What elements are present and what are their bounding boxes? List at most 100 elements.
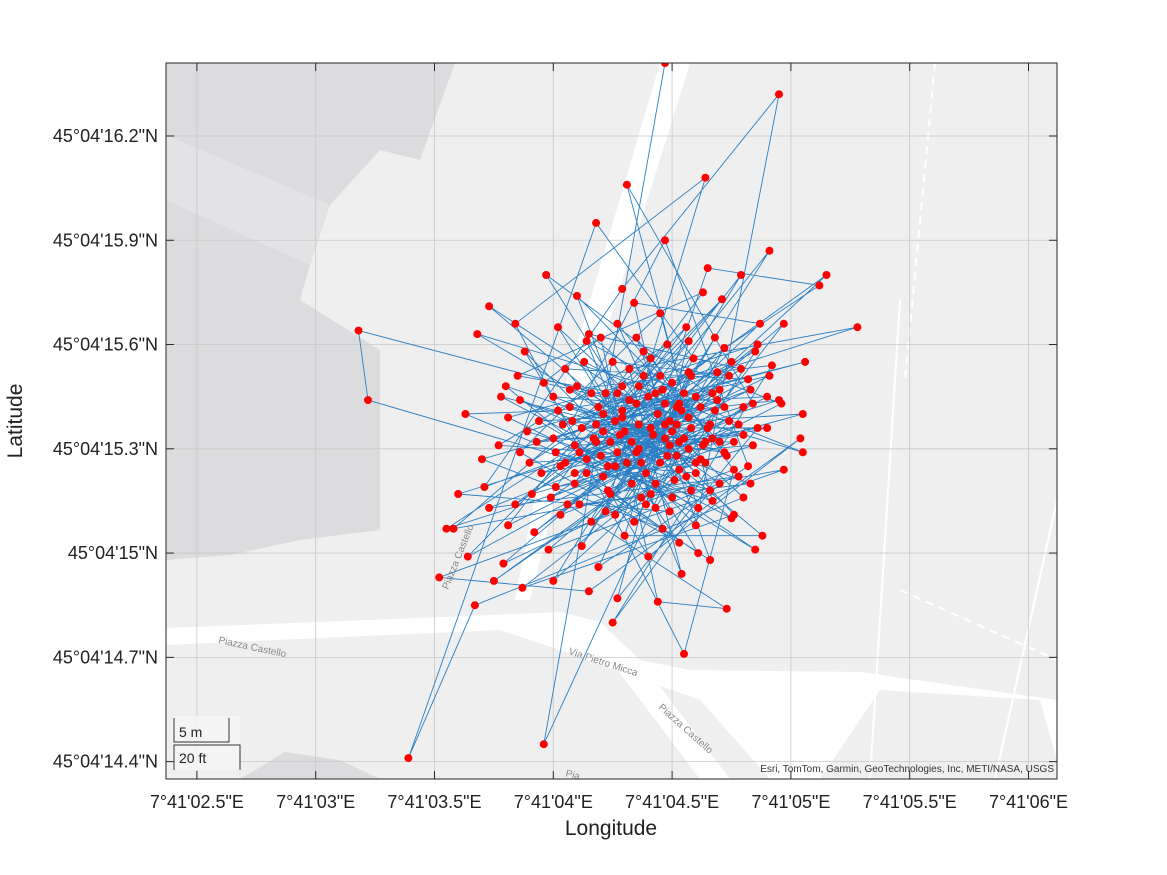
x-tick-label: 7°41'05"E xyxy=(751,792,830,812)
track-point xyxy=(613,448,622,457)
scale-bar-metric-label: 5 m xyxy=(179,724,202,740)
track-point xyxy=(596,333,605,342)
track-point xyxy=(737,271,745,279)
track-point xyxy=(694,549,703,558)
track-point xyxy=(516,396,524,405)
track-point xyxy=(608,618,617,627)
y-tick-label: 45°04'15"N xyxy=(68,543,158,563)
track-point xyxy=(630,517,639,526)
building-shape xyxy=(166,135,330,265)
track-point xyxy=(632,399,641,408)
track-point xyxy=(665,507,674,516)
track-point xyxy=(527,490,536,498)
track-point xyxy=(470,601,479,610)
track-point xyxy=(677,406,686,415)
track-point xyxy=(682,323,691,332)
track-point xyxy=(763,392,772,401)
track-point xyxy=(404,754,413,763)
track-point xyxy=(720,448,729,457)
track-point xyxy=(570,469,579,478)
track-point xyxy=(485,503,494,512)
track-point xyxy=(701,173,710,182)
track-point xyxy=(565,385,574,394)
track-point xyxy=(556,510,565,519)
track-point xyxy=(748,441,757,450)
track-point xyxy=(672,420,681,429)
track-point xyxy=(520,347,529,356)
track-point xyxy=(715,437,724,446)
track-point xyxy=(739,430,748,439)
x-axis-label: Longitude xyxy=(565,817,657,840)
track-point xyxy=(677,569,686,578)
track-point xyxy=(661,63,669,67)
track-point xyxy=(703,264,712,273)
track-point xyxy=(665,417,674,425)
track-point xyxy=(691,392,700,401)
track-point xyxy=(618,406,627,415)
track-point xyxy=(563,500,572,509)
x-tick-label: 7°41'03"E xyxy=(276,792,355,812)
track-point xyxy=(544,545,553,554)
track-point xyxy=(530,528,539,537)
track-point xyxy=(606,490,615,498)
track-point xyxy=(701,437,710,446)
track-point xyxy=(694,503,703,512)
track-point xyxy=(625,396,634,405)
track-point xyxy=(729,465,738,474)
track-point xyxy=(551,483,560,491)
track-point xyxy=(549,434,558,443)
track-point xyxy=(765,371,774,380)
grid xyxy=(166,63,1057,779)
x-tick-label: 7°41'04"E xyxy=(514,792,593,812)
track-point xyxy=(649,430,658,439)
track-point xyxy=(554,406,562,415)
track-point xyxy=(354,326,363,335)
track-point xyxy=(746,385,755,394)
track-point xyxy=(592,218,601,227)
track-point xyxy=(539,378,548,387)
track-point xyxy=(535,417,543,425)
y-tick-label: 45°04'15.6"N xyxy=(53,335,158,355)
x-tick-label: 7°41'02.5"E xyxy=(150,792,244,812)
track-point xyxy=(575,500,584,509)
track-point xyxy=(684,444,693,453)
track-point xyxy=(672,451,681,460)
track-point xyxy=(675,465,684,474)
track-point xyxy=(620,427,629,436)
track-point xyxy=(625,364,634,373)
track-point xyxy=(751,347,760,356)
track-point xyxy=(661,434,669,443)
track-point xyxy=(516,448,524,457)
track-point xyxy=(763,424,772,432)
y-tick-label: 45°04'14.4"N xyxy=(53,752,158,772)
track-points xyxy=(354,63,862,763)
track-point xyxy=(622,458,631,467)
track-point xyxy=(596,451,605,460)
track-point xyxy=(710,406,719,415)
track-point xyxy=(556,462,565,471)
track-point xyxy=(494,441,503,450)
track-point xyxy=(682,472,691,481)
x-tick-label: 7°41'04.5"E xyxy=(625,792,719,812)
track-point xyxy=(670,476,679,485)
track-point xyxy=(658,385,667,394)
track-point xyxy=(554,323,562,332)
track-point xyxy=(687,424,696,432)
track-point xyxy=(558,420,567,429)
track-point xyxy=(461,410,470,418)
track-point xyxy=(622,180,631,189)
track-point xyxy=(613,389,622,398)
basemap[interactable]: Piazza Castello Via Pietro Micca Piazza … xyxy=(166,63,1057,783)
track-point xyxy=(639,371,648,380)
track-point xyxy=(603,462,612,471)
track-point xyxy=(618,382,627,391)
road-shape xyxy=(600,630,730,779)
track-point xyxy=(599,427,608,436)
track-point xyxy=(364,396,372,405)
track-point xyxy=(665,441,674,450)
track-point xyxy=(549,576,558,585)
track-point xyxy=(725,417,734,425)
track-point xyxy=(518,583,527,592)
track-point xyxy=(637,458,646,467)
